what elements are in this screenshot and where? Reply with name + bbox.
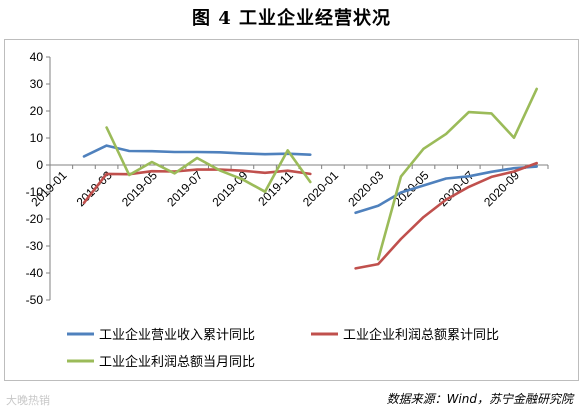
chart-title: 图 4 工业企业经营状况	[191, 8, 392, 29]
y-tick-label: -20	[26, 212, 44, 226]
y-tick-label: 0	[36, 158, 43, 172]
watermark-logo: 大晚热销	[6, 394, 50, 407]
y-tick-label: 30	[30, 77, 44, 91]
y-tick-label: -50	[26, 293, 44, 307]
data-source-note: 数据来源：Wind，苏宁金融研究院	[386, 392, 573, 406]
y-tick-label: 40	[30, 50, 44, 64]
y-tick-label: 20	[30, 104, 44, 118]
y-tick-label: 10	[30, 131, 44, 145]
y-tick-label: -10	[26, 185, 44, 199]
series-line-1	[82, 144, 538, 215]
chart-frame	[4, 39, 579, 381]
series-line-3	[105, 87, 538, 261]
y-tick-label: -30	[26, 239, 44, 253]
x-tick-label: 2019-07	[164, 168, 205, 209]
y-tick-label: -40	[26, 266, 44, 280]
legend-label-1: 工业企业营业收入累计同比	[99, 327, 255, 343]
legend-label-3: 工业企业利润总额当月同比	[99, 354, 255, 370]
legend-label-2: 工业企业利润总额累计同比	[343, 327, 499, 343]
series-line-2	[82, 161, 538, 270]
